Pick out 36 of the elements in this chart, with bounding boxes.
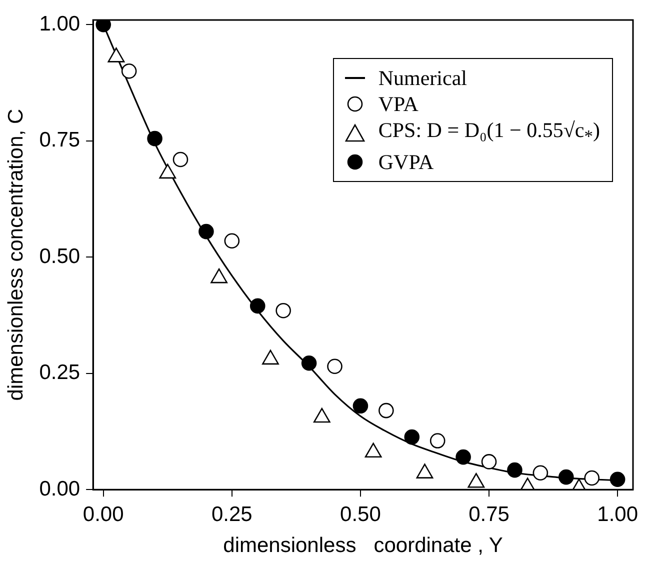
point: [276, 302, 291, 318]
point: [584, 470, 600, 486]
legend-label: VPA: [378, 91, 418, 117]
x-axis-title: dimensionless coordinate , Y: [223, 534, 503, 558]
point: [507, 462, 522, 478]
legend-label: CPS: D = D₀(1 − 0.55√c$_{*}$): [378, 117, 600, 148]
point: [147, 130, 162, 146]
y-tick-label: 0.50: [39, 244, 80, 268]
y-tick-label: 0.00: [39, 477, 80, 500]
y-tick-label: 0.25: [39, 361, 80, 384]
point: [404, 429, 420, 445]
point: [198, 224, 214, 240]
x-tick-label: 0.50: [340, 502, 381, 526]
point: [121, 63, 137, 79]
x-tick-label: 0.75: [468, 502, 510, 526]
x-tick-label: 0.00: [82, 502, 124, 526]
point: [224, 233, 240, 248]
point: [327, 358, 342, 374]
point: [301, 355, 317, 371]
x-tick-label: 1.00: [597, 502, 638, 526]
point: [378, 402, 394, 418]
point: [558, 469, 574, 485]
point: [430, 433, 446, 448]
point: [610, 472, 626, 488]
point: [172, 152, 188, 168]
point: [456, 449, 471, 465]
y-tick-label: 1.00: [39, 12, 80, 36]
point: [250, 298, 266, 314]
x-tick-label: 0.25: [211, 502, 252, 526]
y-tick-label: 0.75: [39, 128, 80, 152]
y-axis-title: dimensionless concentration, C: [4, 108, 28, 401]
legend-label: GVPA: [378, 149, 434, 176]
legend-label: Numerical: [378, 65, 467, 91]
point: [532, 465, 548, 481]
point: [481, 454, 497, 470]
point: [352, 398, 368, 414]
